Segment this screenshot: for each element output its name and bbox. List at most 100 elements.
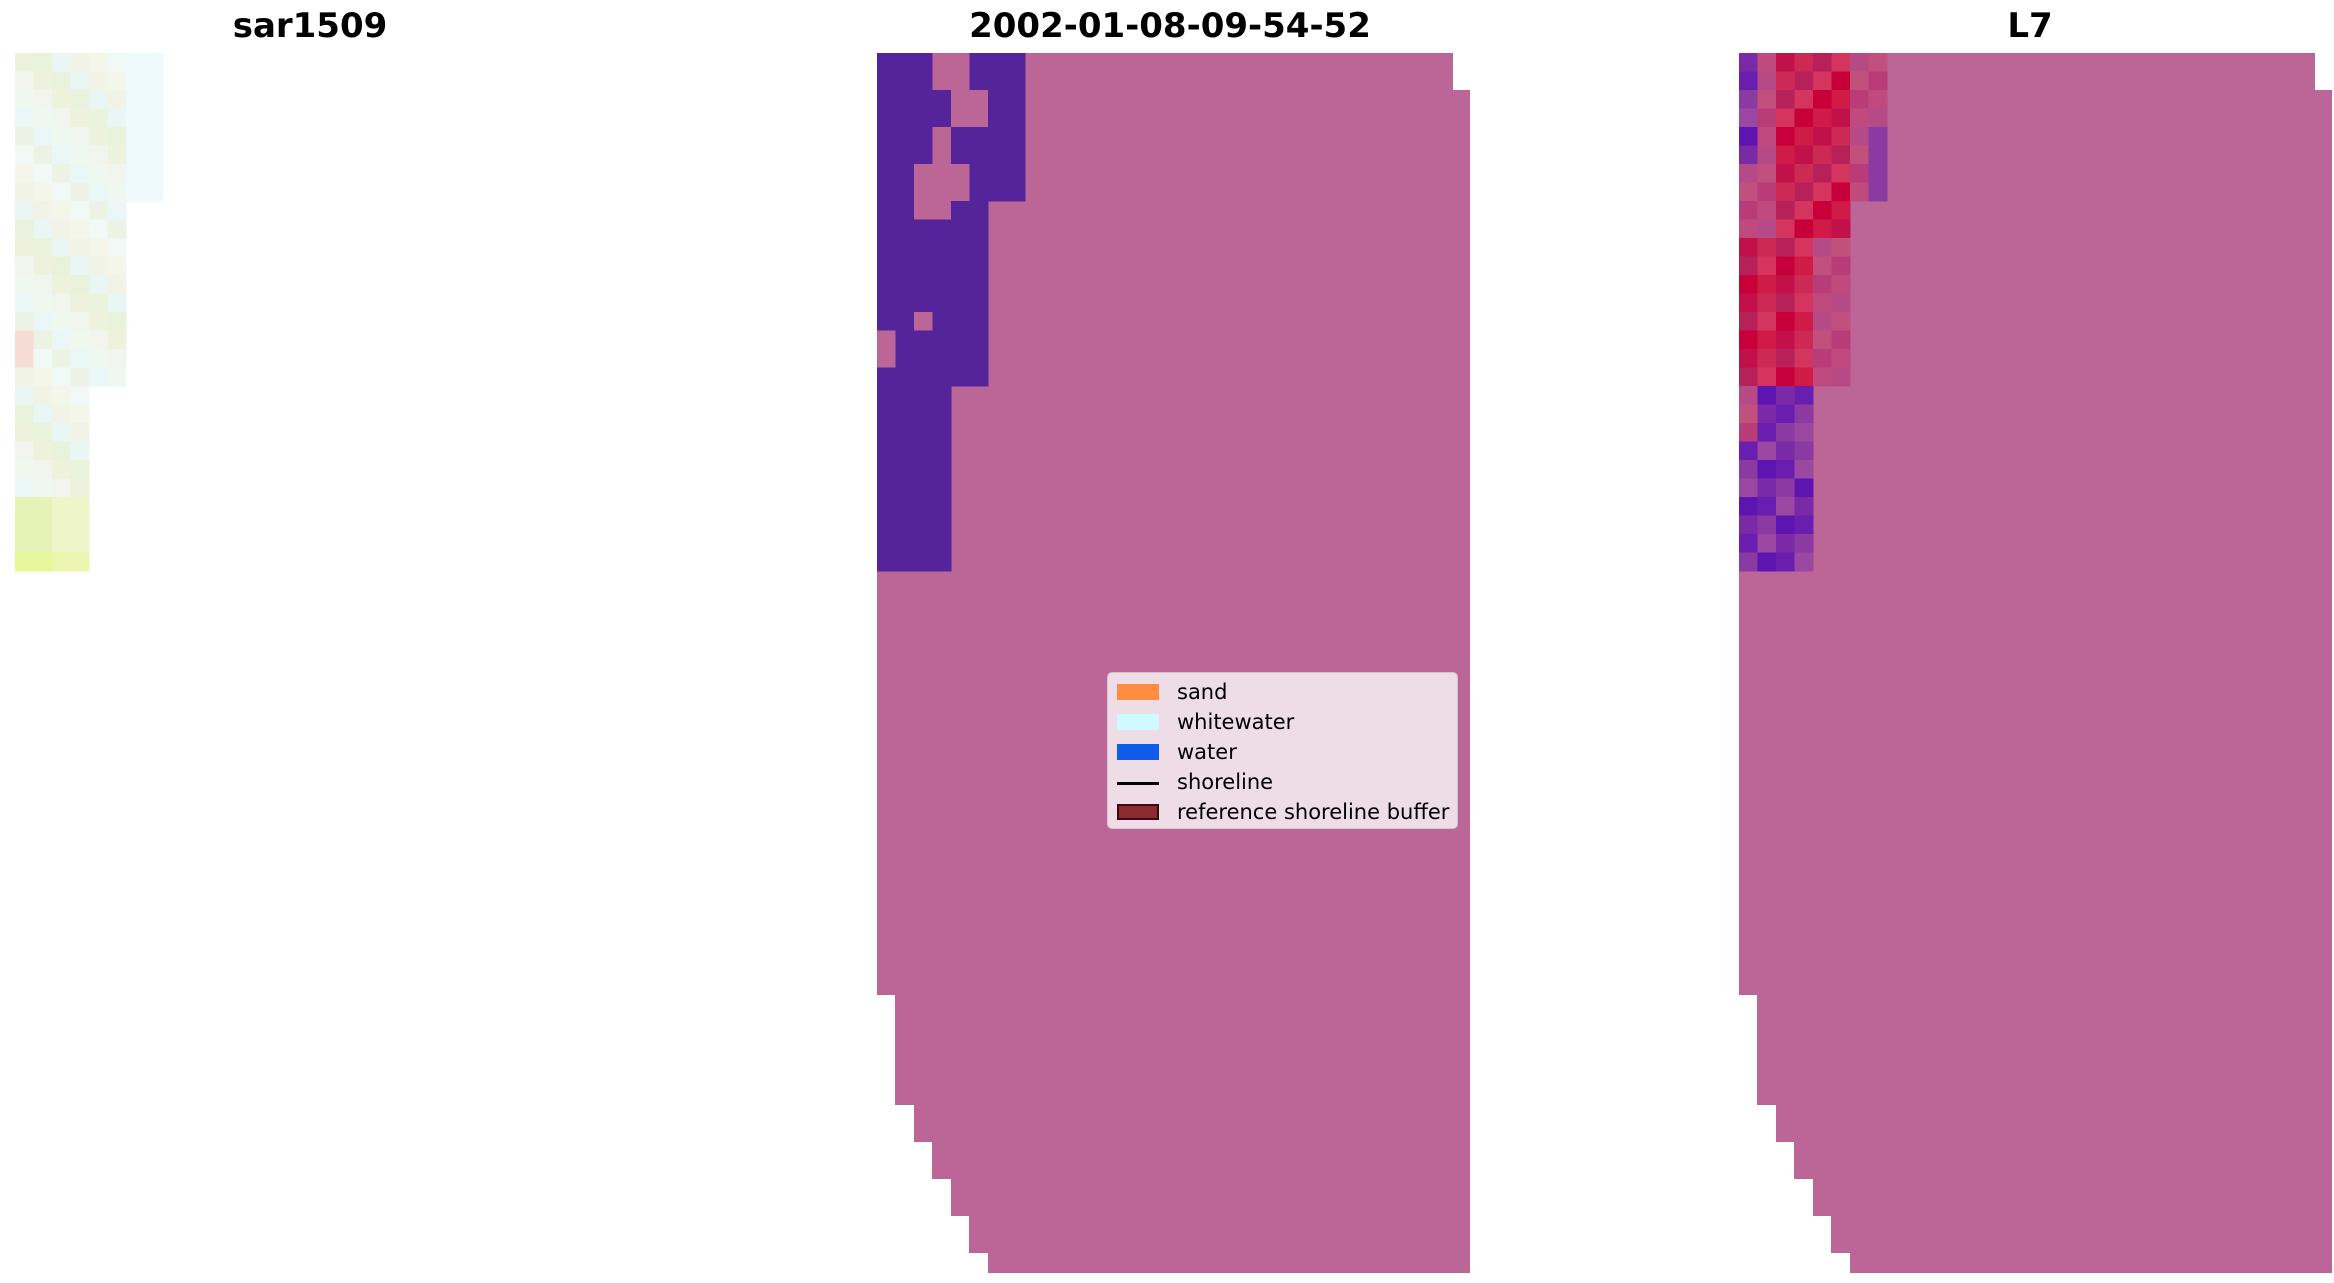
l7-pixel <box>1757 53 1777 72</box>
rgb-pixel <box>89 293 108 313</box>
classified-pixel <box>877 238 896 257</box>
rgb-pixel <box>52 275 71 294</box>
classified-pixel <box>895 423 915 442</box>
classified-pixel <box>914 182 933 202</box>
rgb-pixel <box>15 256 34 276</box>
classified-pixel <box>951 53 970 72</box>
l7-pixel <box>1794 330 1814 350</box>
rgb-pixel <box>89 90 108 109</box>
l7-pixel <box>1831 145 1851 165</box>
l7-pixel <box>1776 312 1795 331</box>
classified-pixel <box>914 53 933 72</box>
legend-label-water: water <box>1177 740 1237 764</box>
classified-pixel <box>895 256 915 276</box>
l7-pixel <box>1739 367 1758 387</box>
overlay-region <box>1739 53 2315 90</box>
classified-pixel <box>914 349 933 368</box>
classified-pixel <box>914 497 933 516</box>
rgb-pixel <box>70 219 90 239</box>
rgb-pixel <box>70 164 90 183</box>
l7-pixel <box>1739 293 1758 313</box>
classified-pixel <box>932 108 952 128</box>
rgb-pixel <box>15 349 34 368</box>
l7-pixel <box>1794 145 1814 165</box>
classified-pixel <box>951 182 970 202</box>
classified-pixel <box>988 164 1007 183</box>
l7-pixel <box>1739 275 1758 294</box>
rgb-pixel <box>15 441 34 461</box>
l7-pixel <box>1776 497 1795 516</box>
classified-pixel <box>932 441 952 461</box>
classified-pixel <box>895 53 915 72</box>
rgb-pixel <box>15 497 34 516</box>
classified-pixel <box>932 312 952 331</box>
classified-pixel <box>877 312 896 331</box>
l7-pixel <box>1757 349 1777 368</box>
classified-pixel <box>877 182 896 202</box>
classified-pixel <box>895 90 915 109</box>
rgb-pixel <box>70 312 90 331</box>
classified-pixel <box>914 71 933 91</box>
classified-pixel <box>932 164 952 183</box>
rgb-pixel <box>70 497 90 516</box>
overlay-region <box>951 1179 1470 1216</box>
classified-pixel <box>969 201 989 220</box>
classified-pixel <box>932 53 952 72</box>
rgb-pixel <box>33 534 53 553</box>
classified-pixel <box>932 534 952 553</box>
l7-pixel <box>1831 90 1851 109</box>
l7-pixel <box>1794 497 1814 516</box>
classified-pixel <box>969 108 989 128</box>
classified-pixel <box>895 201 915 220</box>
classified-pixel <box>895 478 915 498</box>
l7-pixel <box>1757 108 1777 128</box>
rgb-pixel <box>15 404 34 424</box>
rgb-pixel <box>52 201 71 220</box>
rgb-pixel <box>144 108 164 128</box>
l7-pixel <box>1776 219 1795 239</box>
l7-pixel <box>1757 256 1777 276</box>
l7-pixel <box>1739 127 1758 146</box>
l7-pixel <box>1739 423 1758 442</box>
rgb-pixel <box>89 182 108 202</box>
classified-pixel <box>914 90 933 109</box>
l7-pixel <box>1831 275 1851 294</box>
rgb-pixel <box>15 108 34 128</box>
classified-pixel <box>951 238 970 257</box>
overlay-region <box>914 1105 1470 1142</box>
rgb-pixel <box>89 219 108 239</box>
l7-pixel <box>1868 71 1888 91</box>
rgb-pixel <box>107 256 127 276</box>
rgb-pixel <box>52 349 71 368</box>
rgb-pixel <box>15 386 34 405</box>
classified-pixel <box>914 478 933 498</box>
l7-pixel <box>1813 53 1832 72</box>
rgb-pixel <box>70 90 90 109</box>
sand-swatch <box>1117 684 1159 700</box>
l7-pixel <box>1813 219 1832 239</box>
classified-pixel <box>932 293 952 313</box>
l7-pixel <box>1850 145 1869 165</box>
rgb-pixel <box>52 90 71 109</box>
classified-pixel <box>932 404 952 424</box>
l7-pixel <box>1813 367 1832 387</box>
classified-image-area <box>877 53 1470 1273</box>
l7-pixel <box>1794 182 1814 202</box>
classified-pixel <box>895 349 915 368</box>
l7-pixel <box>1757 182 1777 202</box>
classified-pixel <box>932 238 952 257</box>
l7-image-area <box>1739 53 2332 1273</box>
rgb-pixel <box>15 293 34 313</box>
classified-pixel <box>895 515 915 535</box>
rgb-pixel <box>33 71 53 91</box>
l7-pixel <box>1813 182 1832 202</box>
classified-pixel <box>877 423 896 442</box>
classified-pixel <box>951 219 970 239</box>
classified-pixel <box>988 53 1007 72</box>
rgb-pixel <box>33 108 53 128</box>
classified-pixel <box>951 256 970 276</box>
rgb-pixel <box>15 53 34 72</box>
l7-pixel <box>1739 108 1758 128</box>
